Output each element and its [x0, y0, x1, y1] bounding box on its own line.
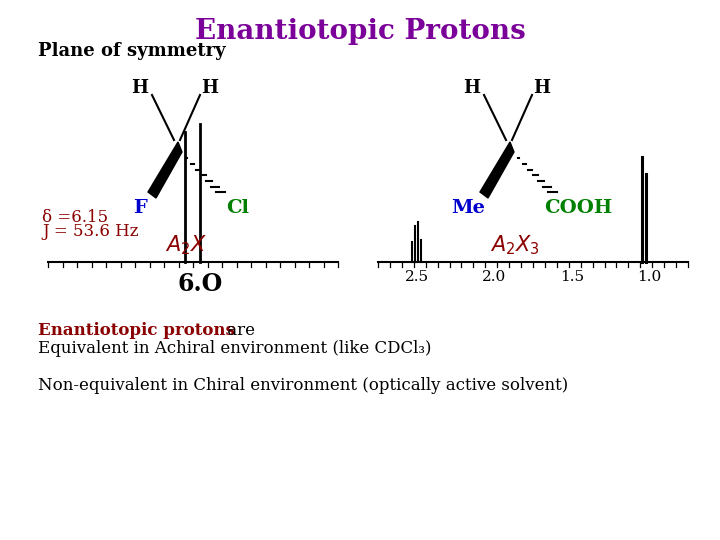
Text: J = 53.6 Hz: J = 53.6 Hz [42, 224, 138, 240]
Text: H: H [202, 79, 218, 97]
Text: Enantiotopic protons: Enantiotopic protons [38, 322, 235, 339]
Polygon shape [148, 142, 182, 198]
Text: Plane of symmetry: Plane of symmetry [38, 42, 225, 60]
Text: COOH: COOH [544, 199, 612, 217]
Text: 1.0: 1.0 [637, 270, 662, 284]
Text: H: H [534, 79, 551, 97]
Text: are: are [222, 322, 255, 339]
Text: 2.0: 2.0 [482, 270, 506, 284]
Text: Non-equivalent in Chiral environment (optically active solvent): Non-equivalent in Chiral environment (op… [38, 377, 568, 394]
Text: Me: Me [451, 199, 485, 217]
Text: 1.5: 1.5 [559, 270, 584, 284]
Polygon shape [480, 142, 514, 198]
Text: 2.5: 2.5 [405, 270, 429, 284]
Text: $A_2X$: $A_2X$ [165, 233, 207, 257]
Text: Equivalent in Achiral environment (like CDCl₃): Equivalent in Achiral environment (like … [38, 340, 431, 357]
Text: H: H [132, 79, 148, 97]
Text: Enantiotopic Protons: Enantiotopic Protons [194, 18, 526, 45]
Text: Cl: Cl [227, 199, 250, 217]
Text: 6.O: 6.O [177, 272, 222, 296]
Text: H: H [464, 79, 480, 97]
Text: δ =6.15: δ =6.15 [42, 208, 108, 226]
Text: F: F [133, 199, 147, 217]
Text: $A_2X_3$: $A_2X_3$ [490, 233, 540, 257]
